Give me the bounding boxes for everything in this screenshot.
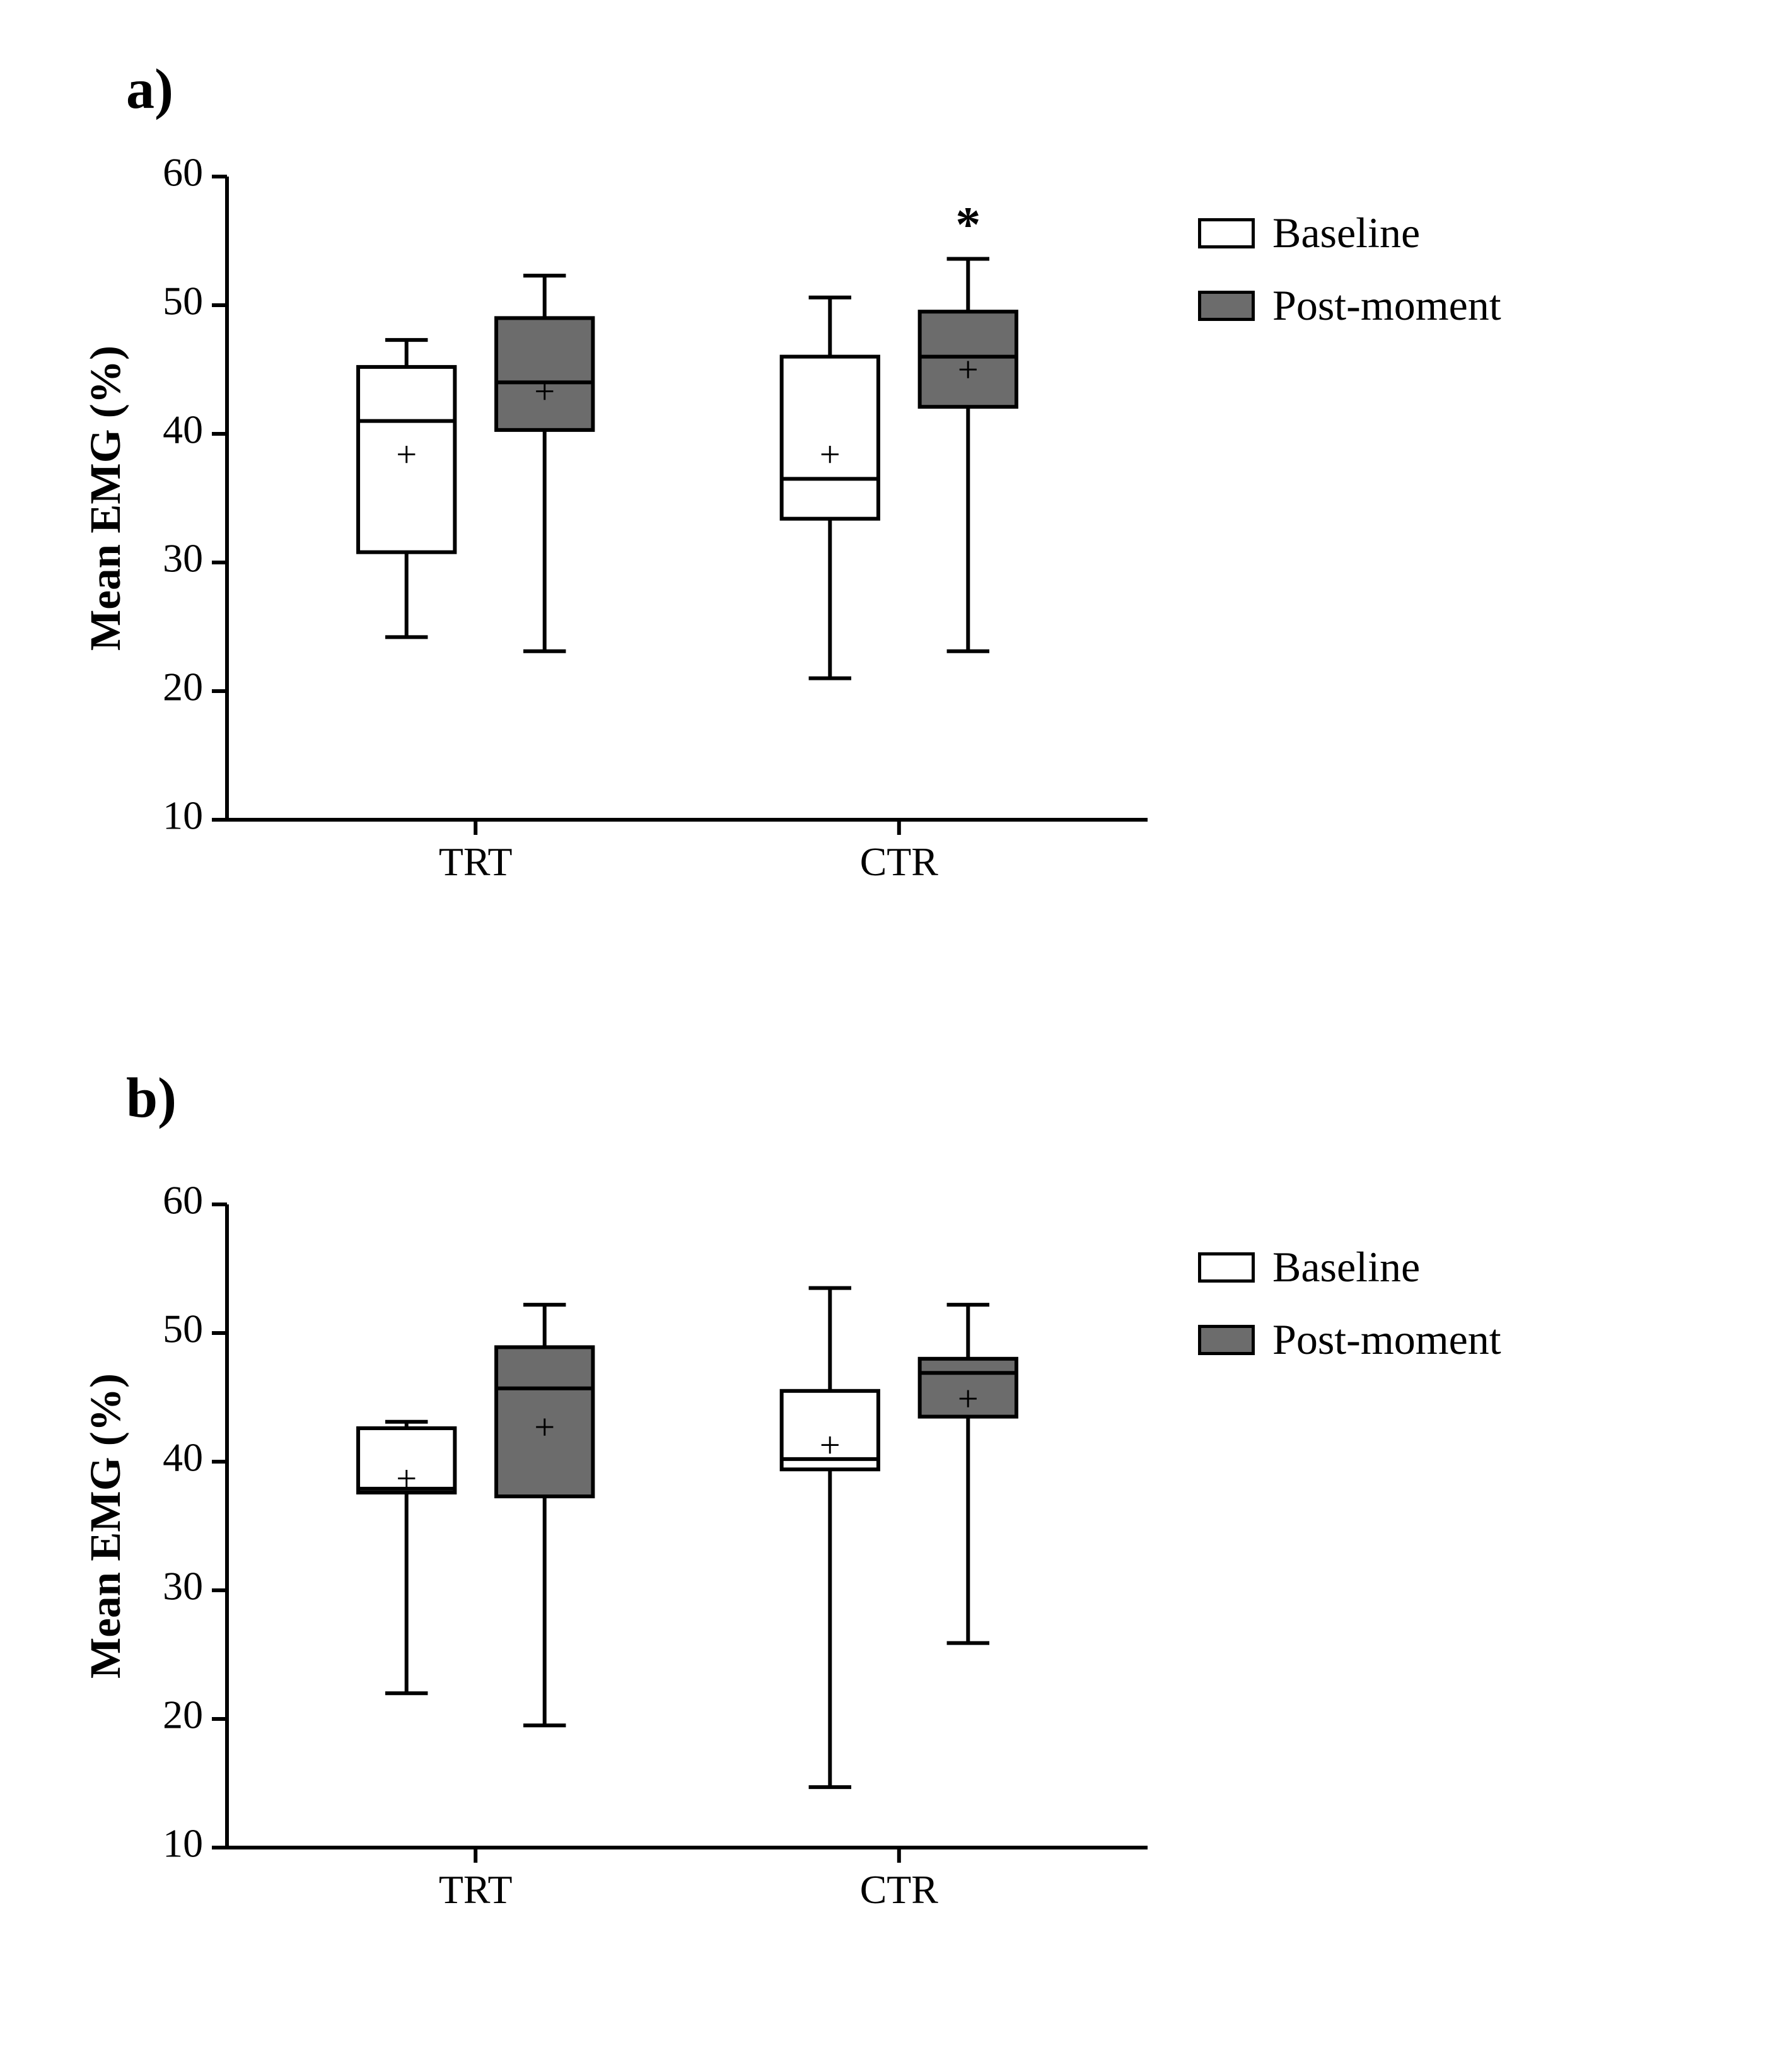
- legend-label-postmoment: Post-moment: [1272, 1315, 1501, 1365]
- svg-text:50: 50: [163, 1307, 203, 1351]
- legend-item-baseline: Baseline: [1198, 1242, 1501, 1292]
- svg-text:40: 40: [163, 1435, 203, 1480]
- figure-page: a) b) 102030405060Mean EMG (%)TRTCTR++++…: [0, 0, 1792, 2050]
- legend-label-baseline: Baseline: [1272, 1242, 1420, 1292]
- svg-text:CTR: CTR: [860, 1867, 939, 1912]
- chart-b-boxplot: 10 20 30 40 50 60 Mean EMG (%) TRT CTR + + + +: [0, 0, 1261, 1955]
- svg-text:30: 30: [163, 1564, 203, 1609]
- svg-text:+: +: [396, 1458, 417, 1499]
- legend-label-postmoment: Post-moment: [1272, 281, 1501, 330]
- legend-swatch-postmoment: [1198, 1325, 1255, 1355]
- svg-text:TRT: TRT: [439, 1867, 513, 1912]
- svg-text:10: 10: [163, 1821, 203, 1866]
- y-axis-label: Mean EMG (%): [81, 1373, 129, 1679]
- chart-b-legend: Baseline Post-moment: [1198, 1242, 1501, 1387]
- chart-b-svg: 10 20 30 40 50 60 Mean EMG (%) TRT CTR + + + +: [0, 0, 1261, 1955]
- svg-text:+: +: [958, 1378, 979, 1419]
- svg-text:20: 20: [163, 1692, 203, 1737]
- legend-item-postmoment: Post-moment: [1198, 1315, 1501, 1365]
- legend-label-baseline: Baseline: [1272, 208, 1420, 258]
- svg-text:60: 60: [163, 1178, 203, 1223]
- svg-text:+: +: [820, 1424, 841, 1465]
- legend-swatch-baseline: [1198, 1252, 1255, 1283]
- svg-text:+: +: [534, 1406, 555, 1447]
